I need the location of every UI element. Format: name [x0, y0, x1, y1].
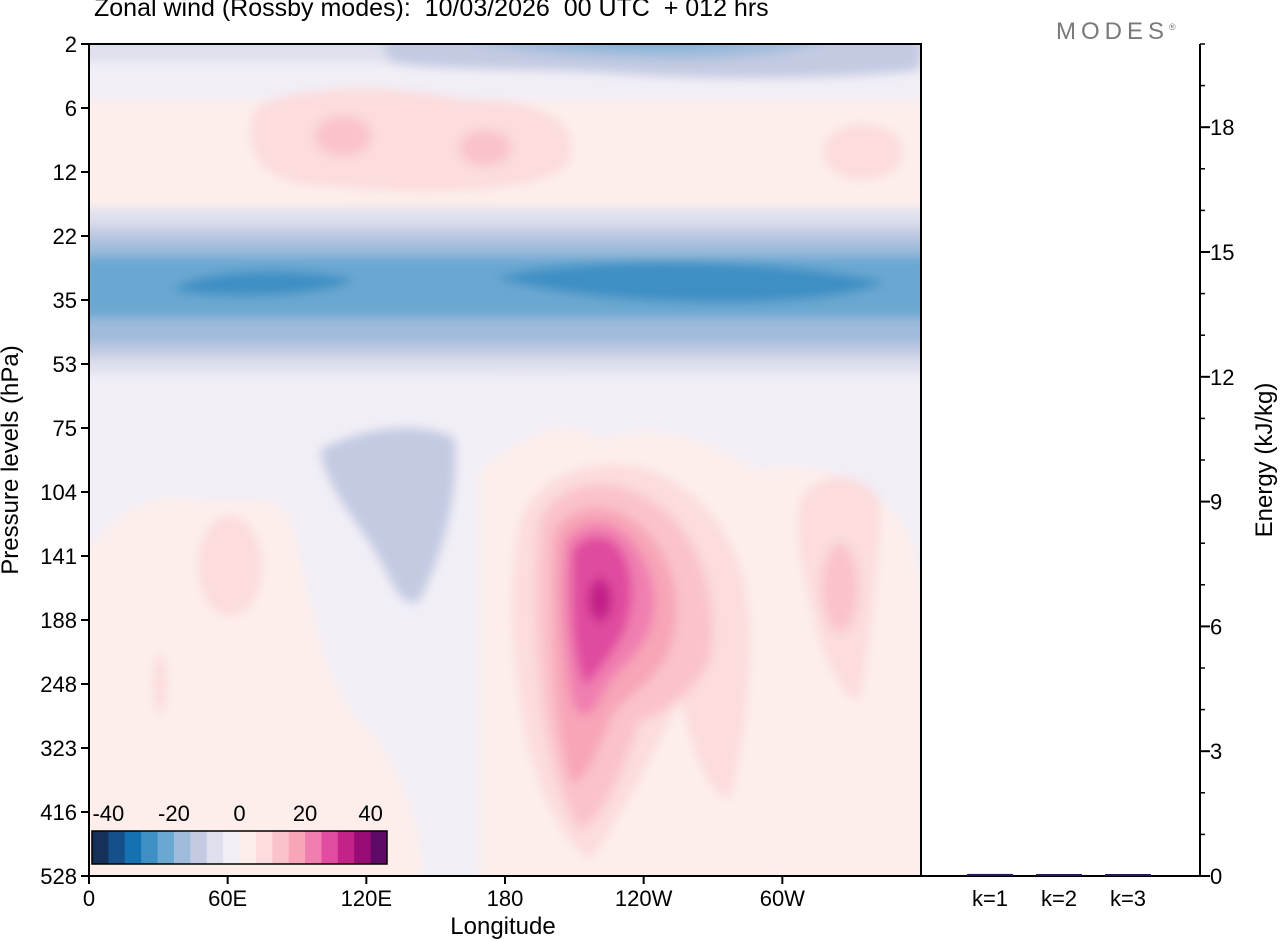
x-tick-label: 60E — [208, 886, 247, 911]
x-tick-label: 120W — [615, 886, 673, 911]
y-tick-label: 528 — [40, 864, 77, 889]
colorbar-swatch — [141, 831, 159, 864]
x-axis-label: Longitude — [450, 913, 555, 940]
energy-tick-label: 18 — [1210, 115, 1234, 140]
y-tick-label: 416 — [40, 800, 77, 825]
brand-name: MODES — [1056, 18, 1170, 45]
colorbar-frame — [91, 830, 388, 865]
colorbar-label: 20 — [293, 801, 317, 826]
colorbar-swatch — [108, 831, 126, 864]
energy-bars: k=1 k=2 k=3 — [967, 873, 1151, 911]
colorbar-swatch — [354, 831, 372, 864]
weak-westerly-patch — [198, 516, 262, 616]
y-tick-label: 2 — [65, 32, 77, 57]
band-top-easterly-2 — [488, 44, 812, 59]
energy-tick-label: 15 — [1210, 240, 1234, 265]
y-tick-label: 22 — [53, 224, 77, 249]
colorbar-swatch — [370, 831, 388, 864]
jet-core-east — [495, 262, 885, 303]
colorbar-label: 0 — [233, 801, 245, 826]
colorbar-swatch — [239, 831, 257, 864]
secondary-max-core — [822, 544, 858, 632]
y-axis-label: Pressure levels (hPa) — [0, 345, 24, 574]
energy-bar — [1036, 874, 1082, 876]
colorbar-swatch — [305, 831, 322, 864]
energy-tick-label: 6 — [1210, 614, 1222, 639]
energy-tick-label: 3 — [1210, 739, 1222, 764]
energy-category-label: k=1 — [972, 886, 1008, 911]
y-tick-label: 188 — [40, 608, 77, 633]
y-tick-label: 12 — [53, 160, 77, 185]
y-tick-label: 35 — [53, 288, 77, 313]
energy-category-label: k=3 — [1110, 886, 1146, 911]
x-tick-label: 120E — [341, 886, 392, 911]
colorbar-swatch — [206, 831, 224, 864]
colorbar-label: -40 — [92, 801, 124, 826]
colorbar-swatch — [272, 831, 290, 864]
tropo-westerly-west — [89, 498, 422, 876]
upper-westerly-max-2 — [459, 130, 511, 166]
y-tick-label: 248 — [40, 672, 77, 697]
colorbar-swatch — [288, 831, 306, 864]
jet-core-west — [172, 271, 355, 296]
y-axis-left: 2 6 12 22 35 53 75 104 141 188 248 323 416 528 — [40, 32, 89, 889]
energy-tick-label: 12 — [1210, 365, 1234, 390]
colorbar-swatch — [173, 831, 191, 864]
y-tick-label: 75 — [53, 416, 77, 441]
x-tick-label: 60W — [760, 886, 805, 911]
band-upper-westerly-2 — [250, 89, 572, 192]
colorbar-swatch — [124, 831, 142, 864]
heatmap-field — [89, 44, 921, 876]
y-tick-label: 323 — [40, 736, 77, 761]
colorbar-swatch — [321, 831, 339, 864]
y-tick-label: 104 — [40, 480, 77, 505]
chart-title: Zonal wind (Rossby modes): 10/03/2026 00… — [94, 0, 769, 22]
energy-tick-label: 0 — [1210, 864, 1222, 889]
colorbar-label: 40 — [358, 801, 382, 826]
brand-logo: MODES® — [1056, 18, 1176, 46]
colorbar-swatch — [190, 831, 208, 864]
x-tick-label: 180 — [487, 886, 524, 911]
colorbar-swatch — [92, 831, 109, 864]
upper-westerly-max-1 — [315, 116, 371, 156]
y-tick-label: 6 — [65, 96, 77, 121]
colorbar-swatch — [157, 831, 175, 864]
tropo-easterly-tongue — [320, 428, 456, 603]
energy-bar — [967, 873, 1013, 876]
energy-category-label: k=2 — [1041, 886, 1077, 911]
energy-tick-label: 9 — [1210, 490, 1222, 515]
x-tick-label: 0 — [83, 886, 95, 911]
x-axis: 0 60E 120E 180 120W 60W — [83, 876, 805, 911]
y-tick-label: 53 — [53, 352, 77, 377]
colorbar: -40 -20 0 20 40 — [91, 801, 388, 865]
lower-patch — [153, 654, 167, 714]
colorbar-swatch — [255, 831, 273, 864]
brand-mark: ® — [1169, 22, 1176, 32]
energy-bar — [1105, 874, 1151, 876]
y-tick-label: 141 — [40, 544, 77, 569]
colorbar-swatch — [223, 831, 240, 864]
upper-westerly-max-3 — [823, 124, 903, 180]
colorbar-label: -20 — [158, 801, 190, 826]
colorbar-swatch — [337, 831, 355, 864]
energy-y-axis: 0 3 6 9 12 15 18 — [1200, 43, 1234, 889]
westerly-max-core — [588, 578, 612, 622]
band-top-easterly — [383, 44, 920, 78]
energy-axis-label: Energy (kJ/kg) — [1251, 383, 1278, 538]
